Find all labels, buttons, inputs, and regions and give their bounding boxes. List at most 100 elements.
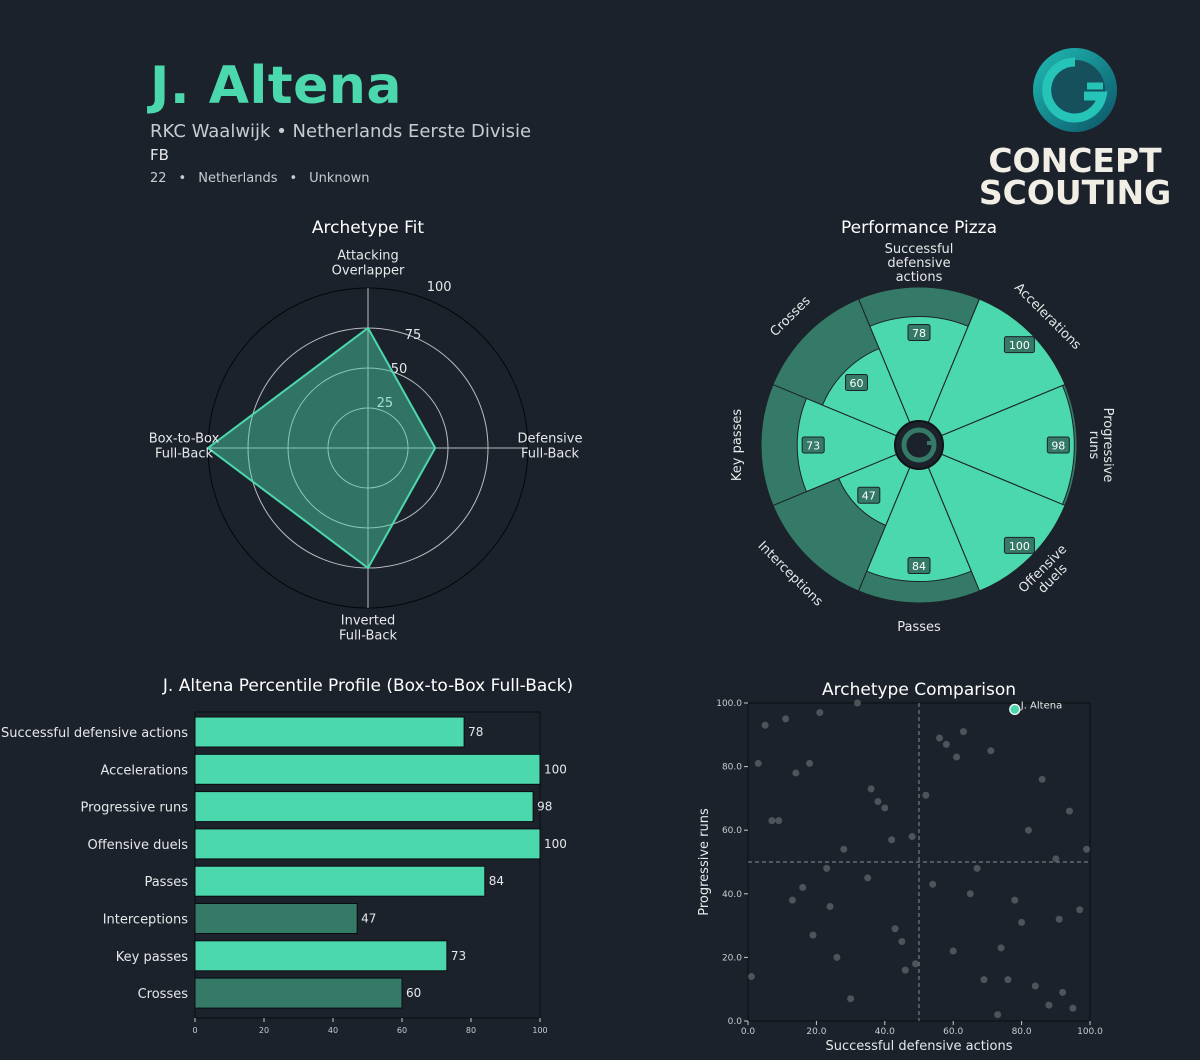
scatter-y-tick-label: 20.0 [722, 953, 742, 963]
radar-series-area [206, 326, 437, 570]
scatter-point [761, 721, 769, 729]
scatter-point [867, 785, 875, 793]
scatter-point [754, 759, 762, 767]
radar-axis-label: Box-to-Box Full-Back [149, 431, 220, 461]
bar [194, 977, 403, 1009]
bar [194, 903, 358, 934]
scatter-point [833, 953, 841, 961]
radar-axis-label: Attacking Overlapper [332, 248, 405, 278]
scatter-point [1069, 1004, 1077, 1012]
pizza-value-badge [907, 323, 931, 341]
radar-ring-label: 25 [377, 396, 394, 411]
scatter-point [1004, 976, 1012, 984]
scatter-point [747, 972, 755, 980]
pizza-category-label: Key passes [730, 409, 745, 481]
logo-text-scouting: SCOUTING [980, 173, 1170, 212]
pizza-category-label: Progressiveruns [1087, 408, 1116, 483]
pizza-value-label: 78 [912, 327, 926, 340]
scatter-point [908, 833, 916, 841]
player-position: FB [150, 146, 169, 164]
pizza-value-badge [1003, 336, 1035, 354]
scatter-x-axis-label: Successful defensive actions [826, 1039, 1013, 1054]
scatter-point [1076, 906, 1084, 914]
pizza-title: Performance Pizza [841, 218, 997, 238]
scatter-point [826, 903, 834, 911]
scatter-point [966, 890, 974, 898]
scatter-y-tick-label: 100.0 [716, 699, 742, 709]
scatter-point [994, 1011, 1002, 1019]
scatter-point [1031, 982, 1039, 990]
bar [194, 791, 534, 823]
bar-value-label: 78 [468, 725, 483, 739]
pizza-value-label: 60 [849, 377, 863, 390]
bar-value-label: 100 [544, 837, 567, 851]
pizza-value-badge [907, 557, 931, 575]
radar-axis-label: Defensive Full-Back [518, 431, 583, 461]
scatter-point [853, 699, 861, 707]
concept-scouting-g-icon [1033, 48, 1117, 132]
scatter-point [953, 753, 961, 761]
scatter-point [1011, 896, 1019, 904]
pizza-value-badge [801, 436, 825, 454]
bar-category-label: Progressive runs [80, 801, 188, 816]
scatter-point [987, 747, 995, 755]
player-name: J. Altena [150, 56, 403, 116]
scatter-highlight-label: J. Altena [1020, 700, 1062, 711]
radar-title: Archetype Fit [312, 218, 424, 238]
bar [194, 940, 448, 972]
radar-ring-label: 100 [427, 280, 452, 295]
scatter-point [823, 864, 831, 872]
scatter-point [936, 734, 944, 742]
scatter-point [1024, 826, 1032, 834]
archetype-fit-radar: Archetype Fit 25 50 75 100 Attacking Overlappe… [149, 218, 583, 643]
pizza-value-badge [857, 486, 881, 504]
bars-plot-frame [194, 711, 541, 1019]
scatter-point [881, 804, 889, 812]
player-meta-line: 22 • Netherlands • Unknown [150, 171, 370, 186]
bar-category-label: Key passes [116, 950, 188, 965]
scatter-point [1052, 855, 1060, 863]
scatter-point [912, 960, 920, 968]
scatter-point [922, 791, 930, 799]
bar-category-label: Passes [144, 875, 188, 890]
bar-value-label: 73 [451, 949, 466, 963]
scatter-title: Archetype Comparison [822, 680, 1016, 700]
bar [194, 753, 541, 785]
scatter-y-tick-label: 40.0 [722, 890, 742, 900]
scatter-point [997, 944, 1005, 952]
bar-value-label: 84 [489, 874, 504, 888]
scatter-point [1083, 845, 1091, 853]
scatter-x-tick-label: 60.0 [943, 1027, 963, 1037]
scatter-point [901, 966, 909, 974]
scatter-point [799, 883, 807, 891]
scatter-point [768, 817, 776, 825]
radar-axis-label: Inverted Full-Back [339, 613, 397, 643]
player-age: 22 [150, 171, 167, 186]
scatter-point [775, 817, 783, 825]
bar-category-label: Successful defensive actions [1, 726, 188, 741]
pizza-value-label: 47 [862, 490, 876, 503]
scatter-point [840, 845, 848, 853]
scatter-x-tick-label: 100.0 [1077, 1027, 1103, 1037]
meta-separator: • [178, 171, 187, 186]
scatter-y-tick-label: 0.0 [728, 1017, 743, 1027]
scatter-point [806, 759, 814, 767]
bar [194, 716, 465, 748]
scatter-y-axis-label: Progressive runs [697, 808, 712, 916]
concept-scouting-logo: CONCEPT SCOUTING [980, 48, 1170, 212]
scatter-x-tick-label: 80.0 [1012, 1027, 1032, 1037]
scatter-point [949, 947, 957, 955]
player-nationality: Netherlands [198, 171, 278, 186]
scatter-point [888, 836, 896, 844]
scatter-point [929, 880, 937, 888]
bar-value-label: 100 [544, 762, 567, 776]
archetype-comparison-scatter: Archetype Comparison J. Altena 0.00.0 20.0 2… [697, 680, 1103, 1054]
scatter-x-tick-label: 20.0 [806, 1027, 826, 1037]
scatter-highlight-point [1009, 703, 1021, 715]
scatter-point [1065, 807, 1073, 815]
pizza-value-label: 100 [1009, 339, 1030, 352]
radar-ring-label: 50 [391, 362, 408, 377]
scatter-point [891, 925, 899, 933]
bar-value-label: 47 [361, 912, 376, 926]
